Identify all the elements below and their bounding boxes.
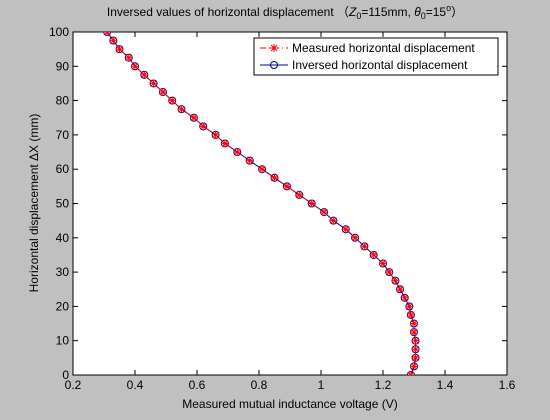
x-tick-label: 0.6	[189, 378, 206, 392]
y-tick-label: 90	[56, 59, 70, 73]
point-measured	[258, 165, 267, 174]
x-tick-label: 1	[318, 378, 325, 392]
point-measured	[282, 182, 291, 191]
y-tick-label: 20	[56, 299, 70, 313]
point-measured	[406, 371, 415, 375]
point-measured	[351, 233, 360, 242]
point-measured	[158, 88, 167, 97]
x-tick-label: 1.2	[375, 378, 392, 392]
point-measured	[199, 122, 208, 131]
x-tick-label: 1.6	[499, 378, 516, 392]
point-inversed	[94, 11, 101, 18]
y-tick-label: 100	[49, 25, 69, 39]
y-tick-label: 70	[56, 128, 70, 142]
point-measured	[140, 70, 149, 79]
point-measured	[329, 216, 338, 225]
y-tick-label: 80	[56, 94, 70, 108]
legend-marks	[260, 44, 288, 69]
y-tick-label: 50	[56, 197, 70, 211]
axis-tick-labels: 0.2 0.4 0.6 0.8 1 1.2 1.4 1.6 0 10 20 30 40 50 60 70 80 9…	[49, 25, 516, 392]
point-measured	[307, 199, 316, 208]
y-tick-label: 30	[56, 265, 70, 279]
x-axis-label: Measured mutual inductance voltage (V)	[182, 397, 397, 411]
point-measured	[177, 105, 186, 114]
point-measured	[168, 96, 177, 105]
point-measured	[400, 293, 409, 302]
y-tick-label: 0	[62, 368, 69, 382]
point-measured	[385, 268, 394, 277]
point-measured	[295, 190, 304, 199]
point-measured	[396, 285, 405, 294]
x-tick-label: 0.8	[251, 378, 268, 392]
legend-box	[253, 37, 499, 76]
point-measured	[149, 79, 158, 88]
y-axis-label: Horizontal displacement ΔX (mm)	[27, 114, 41, 293]
legend-label-inversed: Inversed horizontal displacement	[292, 58, 468, 72]
point-measured	[411, 336, 420, 345]
chart-title: Inversed values of horizontal displaceme…	[107, 3, 463, 21]
point-measured	[320, 208, 329, 217]
point-measured	[410, 362, 418, 371]
plot-area	[72, 31, 508, 376]
x-tick-label: 0.4	[127, 378, 144, 392]
point-measured	[233, 148, 242, 157]
point-measured	[94, 11, 102, 19]
series-layer	[94, 11, 420, 375]
point-measured	[131, 62, 139, 71]
point-measured	[391, 276, 400, 285]
x-tick-label: 0.2	[65, 378, 82, 392]
point-measured	[406, 310, 415, 319]
point-measured	[115, 45, 124, 54]
point-inversed	[97, 20, 104, 27]
legend-marker-inversed	[270, 61, 278, 69]
point-measured	[220, 139, 229, 148]
point-measured	[411, 345, 420, 354]
point-measured	[410, 328, 418, 337]
point-measured	[245, 156, 254, 165]
point-measured	[405, 302, 414, 311]
point-measured	[341, 225, 350, 234]
point-measured	[97, 19, 105, 27]
y-tick-label: 60	[56, 162, 70, 176]
point-measured	[270, 173, 279, 182]
axis-ticks	[72, 31, 508, 376]
point-measured	[410, 319, 418, 328]
point-measured	[103, 32, 112, 36]
y-tick-label: 40	[56, 231, 70, 245]
point-measured	[189, 113, 198, 122]
point-measured	[379, 259, 387, 268]
x-tick-label: 1.4	[437, 378, 454, 392]
legend: Measured horizontal displacement Inverse…	[253, 37, 499, 76]
point-measured	[124, 53, 133, 62]
legend-label-measured: Measured horizontal displacement	[292, 41, 475, 55]
point-measured	[211, 130, 220, 139]
y-tick-label: 10	[56, 334, 70, 348]
point-measured	[109, 36, 118, 45]
point-measured	[411, 353, 420, 362]
point-measured	[369, 250, 378, 259]
point-measured	[360, 242, 369, 251]
legend-marker-measured	[270, 44, 278, 52]
